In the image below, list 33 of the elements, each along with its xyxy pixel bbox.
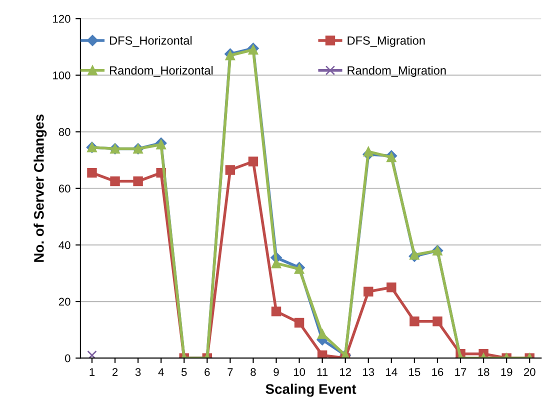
y-tick-label: 0: [65, 354, 70, 362]
x-tick-label: 2: [112, 368, 118, 376]
y-tick-label: 40: [58, 241, 70, 250]
x-tick-label: 13: [363, 368, 374, 376]
legend-label: DFS_Migration: [348, 36, 425, 48]
x-tick-label: 20: [524, 368, 536, 376]
x-tick-label: 11: [317, 368, 328, 376]
legend-label: DFS_Horizontal: [110, 36, 192, 47]
y-tick-label: 100: [53, 71, 70, 80]
legend-label: Random_Horizontal: [110, 66, 213, 77]
x-tick-label: 5: [181, 368, 187, 376]
x-tick-label: 10: [294, 368, 306, 376]
y-tick-label: 120: [53, 14, 70, 23]
x-tick-label: 6: [204, 368, 210, 376]
x-tick-label: 4: [158, 368, 164, 376]
x-tick-label: 18: [478, 368, 490, 376]
y-tick-label: 60: [58, 184, 70, 193]
x-axis-title: Scaling Event: [266, 384, 356, 397]
x-tick-label: 15: [409, 368, 420, 376]
x-tick-label: 8: [250, 368, 256, 376]
y-tick-label: 80: [58, 128, 70, 136]
x-tick-label: 19: [501, 368, 512, 376]
y-tick-label: 20: [58, 298, 70, 306]
x-tick-label: 14: [386, 368, 398, 376]
x-tick-label: 1: [90, 368, 95, 376]
x-tick-label: 7: [228, 368, 233, 376]
x-tick-label: 3: [135, 368, 141, 376]
x-tick-label: 12: [340, 368, 351, 376]
legend-label: Random_Migration: [348, 66, 446, 77]
x-tick-label: 17: [455, 368, 466, 376]
y-axis-title: No. of Server Changes: [34, 114, 47, 262]
x-tick-label: 16: [432, 368, 444, 376]
x-tick-label: 9: [274, 368, 279, 376]
